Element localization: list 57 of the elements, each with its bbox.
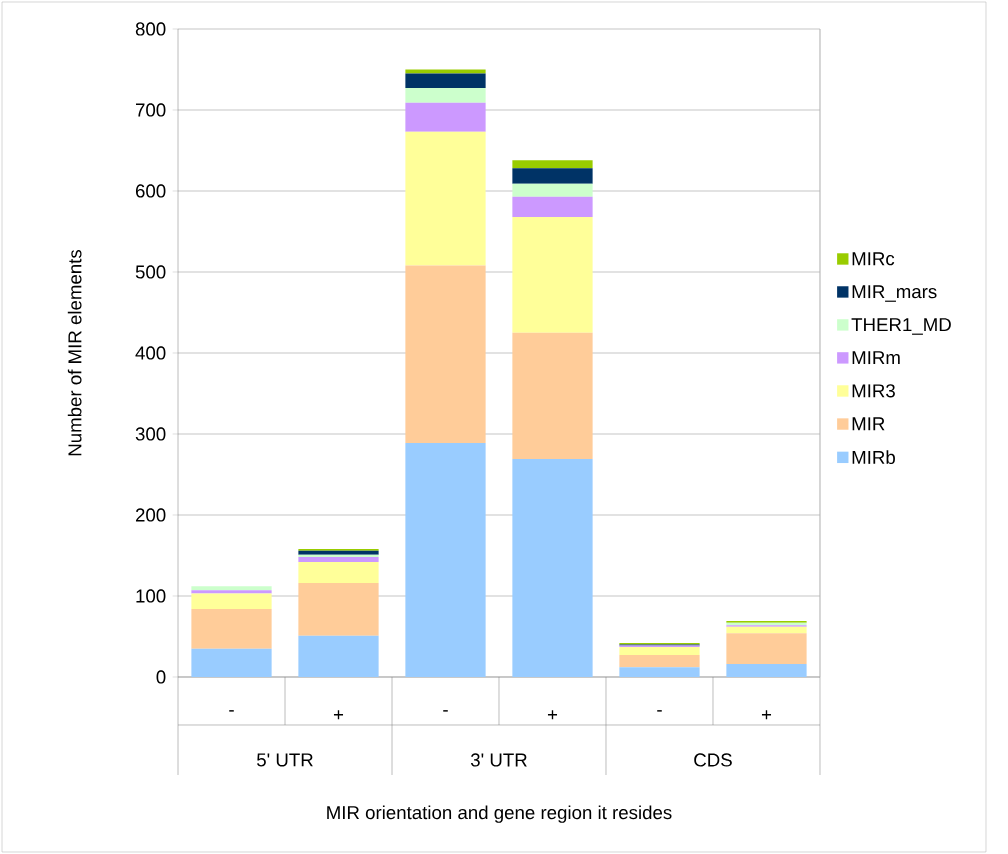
x-tick-label: +	[761, 710, 772, 720]
y-tick-label: 600	[135, 184, 166, 198]
bar	[191, 648, 272, 677]
bar	[726, 633, 807, 665]
x-tick-label: -	[229, 710, 234, 712]
bar	[298, 550, 379, 555]
bar	[405, 69, 486, 74]
bar	[512, 196, 593, 217]
text: 3' UTR	[470, 753, 527, 767]
bar	[619, 667, 700, 677]
bar	[298, 561, 379, 584]
bar	[405, 265, 486, 443]
text: 5' UTR	[257, 753, 313, 767]
bar	[619, 647, 700, 656]
bar	[512, 183, 593, 197]
bar	[405, 102, 486, 132]
bar	[512, 160, 593, 169]
bar	[298, 583, 379, 636]
y-tick-label: 700	[136, 103, 166, 117]
bar	[512, 168, 593, 184]
bar	[512, 459, 593, 677]
bar	[298, 557, 379, 562]
bar	[191, 586, 272, 591]
bar	[191, 590, 272, 594]
legend-label: MIR	[852, 417, 885, 431]
y-tick-label: 800	[135, 22, 166, 36]
bar	[298, 635, 379, 677]
x-tick-label: +	[547, 710, 558, 720]
legend-label: MIRb	[852, 450, 895, 465]
legend-label: MIRc	[852, 252, 895, 266]
x-tick-label: -	[443, 710, 448, 712]
y-tick-label: 200	[135, 508, 166, 522]
bar	[191, 593, 272, 609]
bar	[512, 332, 593, 460]
x-tick-label: -	[657, 710, 662, 712]
bar	[405, 73, 486, 89]
bar	[191, 608, 272, 649]
bar	[619, 655, 700, 668]
bar	[512, 216, 593, 333]
legend-label: MIR_mars	[852, 285, 937, 302]
bar	[405, 88, 486, 103]
legend-label: THER1_MD	[851, 318, 951, 335]
bar	[726, 664, 807, 677]
y-tick-label: 100	[136, 589, 166, 603]
bar	[405, 442, 486, 677]
legend-label: MIRm	[852, 351, 900, 365]
bar	[726, 626, 807, 634]
legend-label: MIR3	[852, 384, 895, 398]
y-tick-label: 300	[135, 427, 166, 441]
text: CDS	[694, 753, 732, 767]
y-tick-label: 500	[135, 265, 166, 279]
y-tick-label: 400	[135, 346, 166, 360]
y-axis-title: Number of MIR elements	[67, 249, 82, 456]
bar	[405, 131, 486, 266]
x-tick-label: +	[333, 710, 344, 720]
x-axis-title: MIR orientation and gene region it resides	[327, 805, 672, 823]
y-tick-label: 0	[156, 670, 166, 684]
